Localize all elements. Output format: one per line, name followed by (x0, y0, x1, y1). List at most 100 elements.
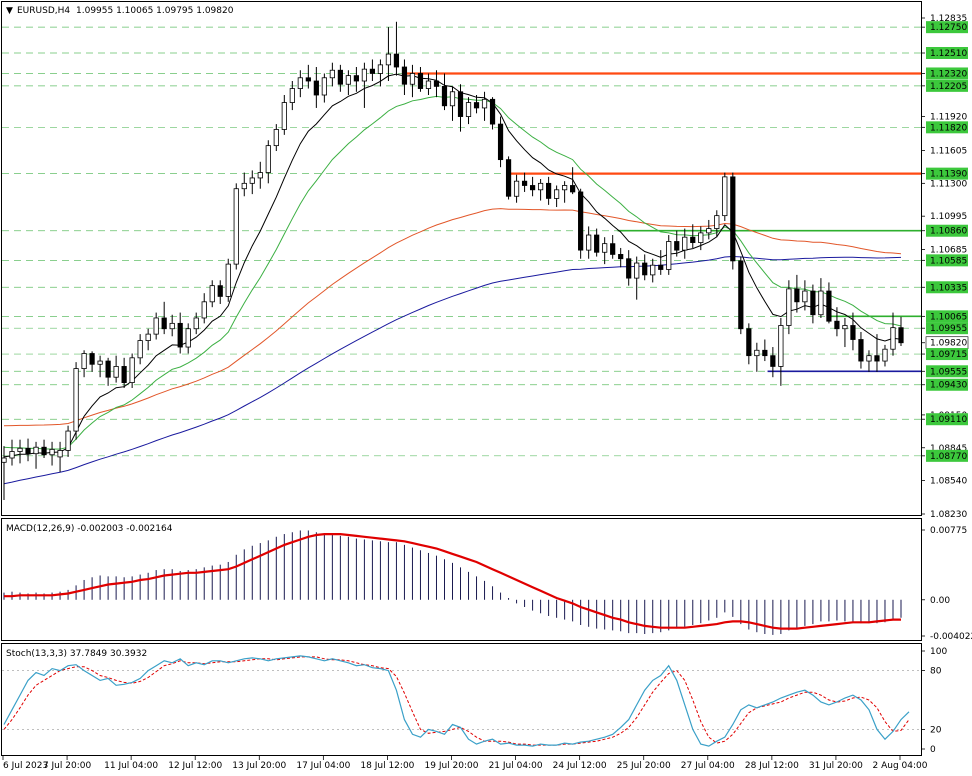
price-label: 1.08230 (930, 510, 967, 520)
candle-body (425, 80, 432, 89)
price-label: 1.08845 (930, 444, 967, 454)
candle-body (65, 430, 71, 451)
candle-body (169, 322, 175, 330)
price-label-bg (926, 167, 968, 180)
candle-body (473, 102, 480, 109)
candle-body (746, 328, 752, 357)
price-label-bg (926, 281, 968, 294)
price-label: 1.12510 (930, 49, 967, 59)
candle-body (706, 228, 712, 234)
candle-body (385, 53, 392, 66)
macd-label: MACD(12,26,9) -0.002003 -0.002164 (6, 524, 173, 534)
candle-body (874, 355, 880, 362)
candle-body (273, 129, 279, 147)
candle-body (778, 325, 784, 367)
candle-body (177, 322, 183, 348)
time-label: 21 Jul 04:00 (489, 761, 543, 771)
ma-green-line (3, 95, 902, 450)
candle-body (770, 355, 776, 367)
candle-body (730, 176, 736, 262)
candle-body (105, 360, 111, 378)
candle-body (722, 176, 728, 217)
price-label: 1.09820 (930, 339, 967, 349)
macd-indicator: 0.00775 0.00 -0.004022 (3, 526, 972, 642)
candle-body (185, 328, 191, 348)
candle-body (842, 325, 848, 330)
candle-body (433, 80, 440, 87)
price-label: 1.10065 (930, 312, 967, 322)
stoch-axis-label: 80 (930, 667, 942, 677)
macd-axis-label: 0.00 (930, 596, 950, 606)
time-label: 28 Jul 12:00 (745, 761, 799, 771)
candle-body (465, 102, 472, 117)
candle-body (441, 85, 448, 107)
candle-body (233, 188, 239, 265)
candle-body (193, 317, 199, 330)
price-label-bg (926, 378, 968, 391)
price-label: 1.10585 (930, 256, 967, 266)
stoch-axis-label: 0 (930, 745, 936, 755)
candle-body (898, 327, 904, 344)
candle-body (313, 80, 319, 96)
candle-body (586, 234, 592, 251)
candle-body (305, 77, 311, 82)
ma-orange-line (3, 208, 902, 427)
price-label: 1.08770 (930, 452, 967, 462)
price-label: 1.09555 (930, 367, 967, 377)
candle-body (570, 185, 576, 193)
stoch-axis-label: 100 (930, 647, 947, 657)
candle-body (57, 450, 63, 458)
candle-body (690, 236, 696, 243)
candle-body (698, 232, 704, 243)
candle-body (369, 68, 376, 74)
candle-body (377, 64, 384, 74)
time-label: 18 Jul 12:00 (360, 761, 414, 771)
stoch-signal-line (3, 656, 910, 746)
stoch-axis-label: 20 (930, 725, 942, 735)
price-label: 1.09430 (930, 381, 967, 391)
candle-body (754, 349, 760, 357)
candle-body (890, 327, 896, 350)
candle-body (361, 68, 368, 82)
stoch-indicator: 100 80 20 0 (2, 647, 947, 755)
price-label-bg (926, 348, 968, 361)
price-label: 1.12205 (930, 82, 967, 92)
candle-body (17, 447, 23, 452)
candle-body (626, 258, 632, 279)
price-label: 1.11820 (930, 123, 967, 133)
candle-body (634, 262, 640, 279)
candle-body (762, 349, 768, 357)
price-label-bg (926, 310, 968, 323)
chart-symbol: EURUSD,H4 (17, 6, 70, 16)
candle-body (449, 91, 456, 107)
moving-averages (3, 73, 902, 485)
symbol-arrow-icon[interactable]: ▼ (6, 6, 13, 16)
price-label-bg (926, 413, 968, 426)
price-label-bg (926, 21, 968, 34)
candle-body (241, 182, 247, 190)
candle-body (297, 77, 303, 89)
price-label-bg (926, 224, 968, 237)
horizontal-levels[interactable] (403, 72, 921, 373)
price-label: 1.11300 (930, 179, 967, 189)
candle-body (401, 66, 408, 85)
macd-axis-label: 0.00775 (930, 526, 967, 536)
stoch-main-line (3, 655, 910, 747)
time-label: 31 Jul 20:00 (809, 761, 863, 771)
candle-body (81, 353, 87, 369)
time-label: 2 Aug 04:00 (873, 761, 928, 771)
candle-body (850, 325, 856, 340)
candle-body (810, 290, 816, 316)
time-label: 11 Jul 04:00 (104, 761, 158, 771)
price-label: 1.11390 (930, 170, 967, 180)
candle-body (145, 333, 151, 341)
price-label: 1.10860 (930, 227, 967, 237)
macd-axis-label: -0.004022 (930, 632, 972, 642)
time-label: 25 Jul 20:00 (617, 761, 671, 771)
candle-body (802, 290, 808, 303)
candle-body (714, 215, 720, 229)
candle-body (337, 69, 343, 85)
candle-body (866, 355, 872, 362)
price-label: 1.11920 (930, 113, 967, 123)
